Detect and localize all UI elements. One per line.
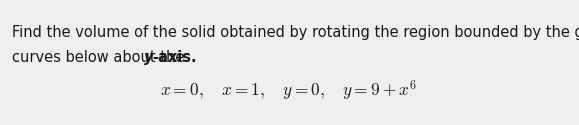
Text: y: y	[144, 50, 153, 65]
Text: curves below about the: curves below about the	[12, 50, 189, 65]
Text: $x = 0, \quad x = 1, \quad y = 0, \quad y = 9 + x^6$: $x = 0, \quad x = 1, \quad y = 0, \quad …	[160, 79, 417, 103]
Text: Find the volume of the solid obtained by rotating the region bounded by the give: Find the volume of the solid obtained by…	[12, 25, 579, 40]
Text: -axis.: -axis.	[152, 50, 197, 65]
